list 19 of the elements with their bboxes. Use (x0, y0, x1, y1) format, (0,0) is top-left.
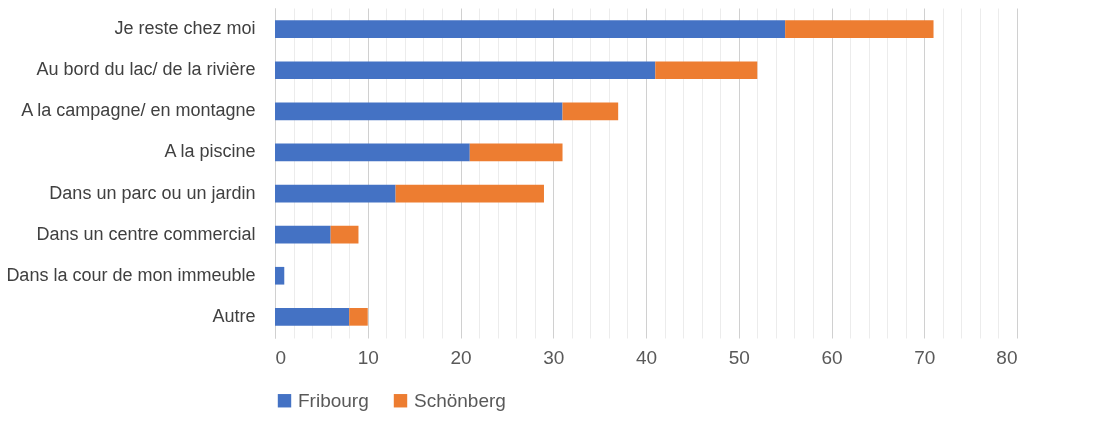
y-tick-label: Dans la cour de mon immeuble (6, 264, 256, 285)
y-tick-label: Je reste chez moi (114, 18, 256, 39)
y-tick-label: Autre (212, 305, 256, 326)
x-tick-label: 20 (450, 346, 472, 368)
y-tick-label: Dans un centre commercial (36, 223, 256, 244)
x-tick-label: 80 (996, 346, 1018, 368)
y-tick-label: A la campagne/ en montagne (21, 100, 256, 121)
y-tick-label: Dans un parc ou un jardin (49, 182, 256, 203)
legend-label: Fribourg (298, 389, 369, 411)
x-tick-label: 10 (357, 346, 379, 368)
x-tick-label: 40 (635, 346, 658, 368)
y-tick-label: Au bord du lac/ de la rivière (36, 59, 256, 80)
legend-label: Schönberg (414, 389, 506, 411)
x-tick-label: 60 (821, 346, 843, 368)
y-tick-label: A la piscine (164, 141, 256, 162)
x-tick-label: 30 (543, 346, 565, 368)
x-tick-label: 50 (728, 346, 750, 368)
x-tick-label: 70 (914, 346, 936, 368)
x-tick-label: 0 (275, 346, 287, 368)
